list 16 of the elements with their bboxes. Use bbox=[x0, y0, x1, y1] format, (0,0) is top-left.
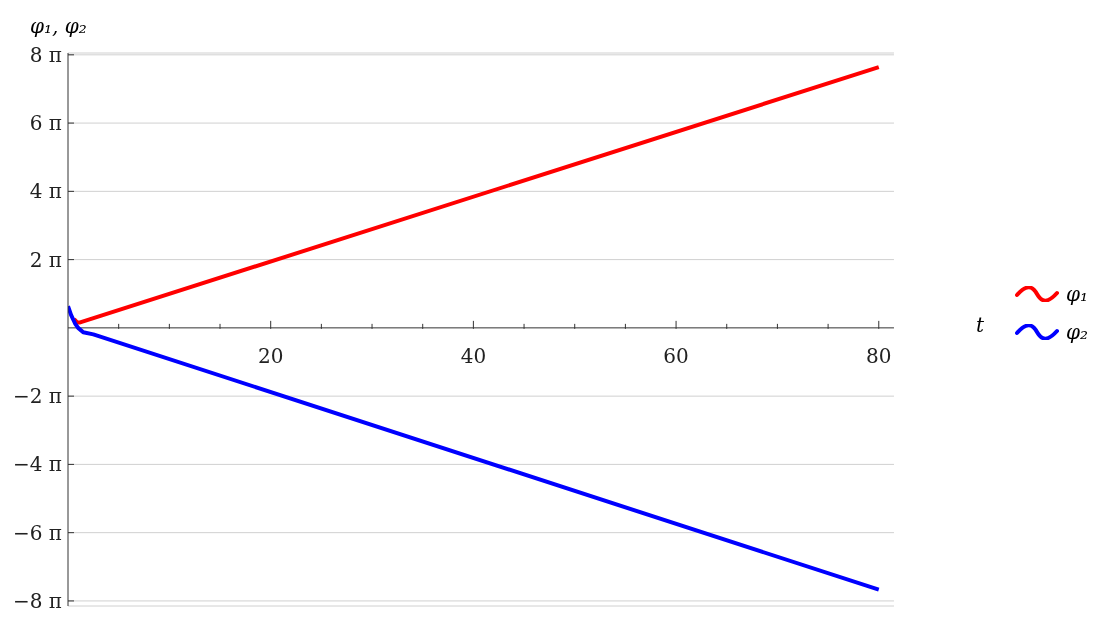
x-tick-label: 80 bbox=[866, 343, 892, 368]
x-tick-label: 20 bbox=[257, 343, 284, 368]
y-tick-label: −4 π bbox=[13, 452, 62, 477]
legend-label: φ₂ bbox=[1065, 320, 1088, 344]
y-tick-label: 2 π bbox=[29, 247, 62, 272]
y-tick-label: 8 π bbox=[29, 42, 62, 67]
y-tick-label: −6 π bbox=[13, 520, 62, 545]
y-axis-title: φ₁, φ₂ bbox=[30, 14, 87, 38]
y-tick-label: −2 π bbox=[13, 384, 62, 409]
x-tick-label: 60 bbox=[663, 343, 689, 368]
x-axis-title: t bbox=[976, 312, 985, 337]
y-tick-label: −8 π bbox=[13, 588, 62, 613]
legend-label: φ₁ bbox=[1065, 282, 1088, 306]
x-tick-label: 40 bbox=[460, 343, 487, 368]
y-tick-label: 4 π bbox=[29, 179, 62, 204]
y-tick-label: 6 π bbox=[29, 111, 62, 136]
